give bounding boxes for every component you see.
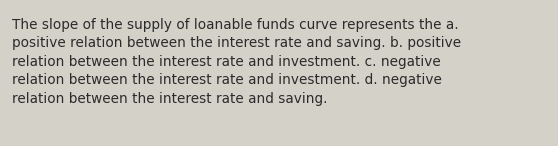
Text: The slope of the supply of loanable funds curve represents the a.
positive relat: The slope of the supply of loanable fund…: [12, 18, 461, 106]
